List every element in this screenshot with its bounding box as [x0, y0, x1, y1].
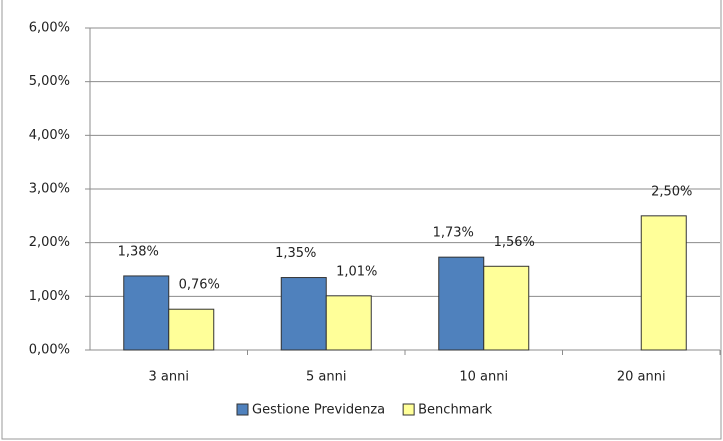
legend-swatch — [236, 403, 249, 416]
x-tick-label: 20 anni — [617, 370, 666, 385]
data-label: 0,76% — [179, 278, 220, 293]
bar — [640, 215, 687, 351]
x-tick-label: 5 anni — [306, 370, 346, 385]
y-tick-label: 4,00% — [29, 128, 70, 143]
y-tick-label: 2,00% — [29, 235, 70, 250]
y-tick-label: 1,00% — [29, 289, 70, 304]
data-label: 1,01% — [336, 264, 377, 279]
bar — [123, 275, 170, 351]
data-label: 2,50% — [651, 184, 692, 199]
x-tick-label: 3 anni — [149, 370, 189, 385]
data-label: 1,38% — [118, 244, 159, 259]
bar — [438, 256, 485, 351]
bar — [168, 308, 215, 351]
y-tick-label: 6,00% — [29, 21, 70, 36]
x-tick-label: 10 anni — [459, 370, 508, 385]
data-label: 1,73% — [433, 226, 474, 241]
legend-label: Gestione Previdenza — [252, 403, 385, 418]
bar — [325, 295, 372, 351]
bar — [280, 277, 327, 351]
legend-label: Benchmark — [418, 403, 493, 418]
data-label: 1,56% — [494, 235, 535, 250]
y-tick-label: 3,00% — [29, 182, 70, 197]
legend-swatch — [402, 403, 415, 416]
y-tick-label: 5,00% — [29, 74, 70, 89]
y-tick-label: 0,00% — [29, 343, 70, 358]
data-label: 1,35% — [275, 246, 316, 261]
bar — [483, 265, 530, 351]
